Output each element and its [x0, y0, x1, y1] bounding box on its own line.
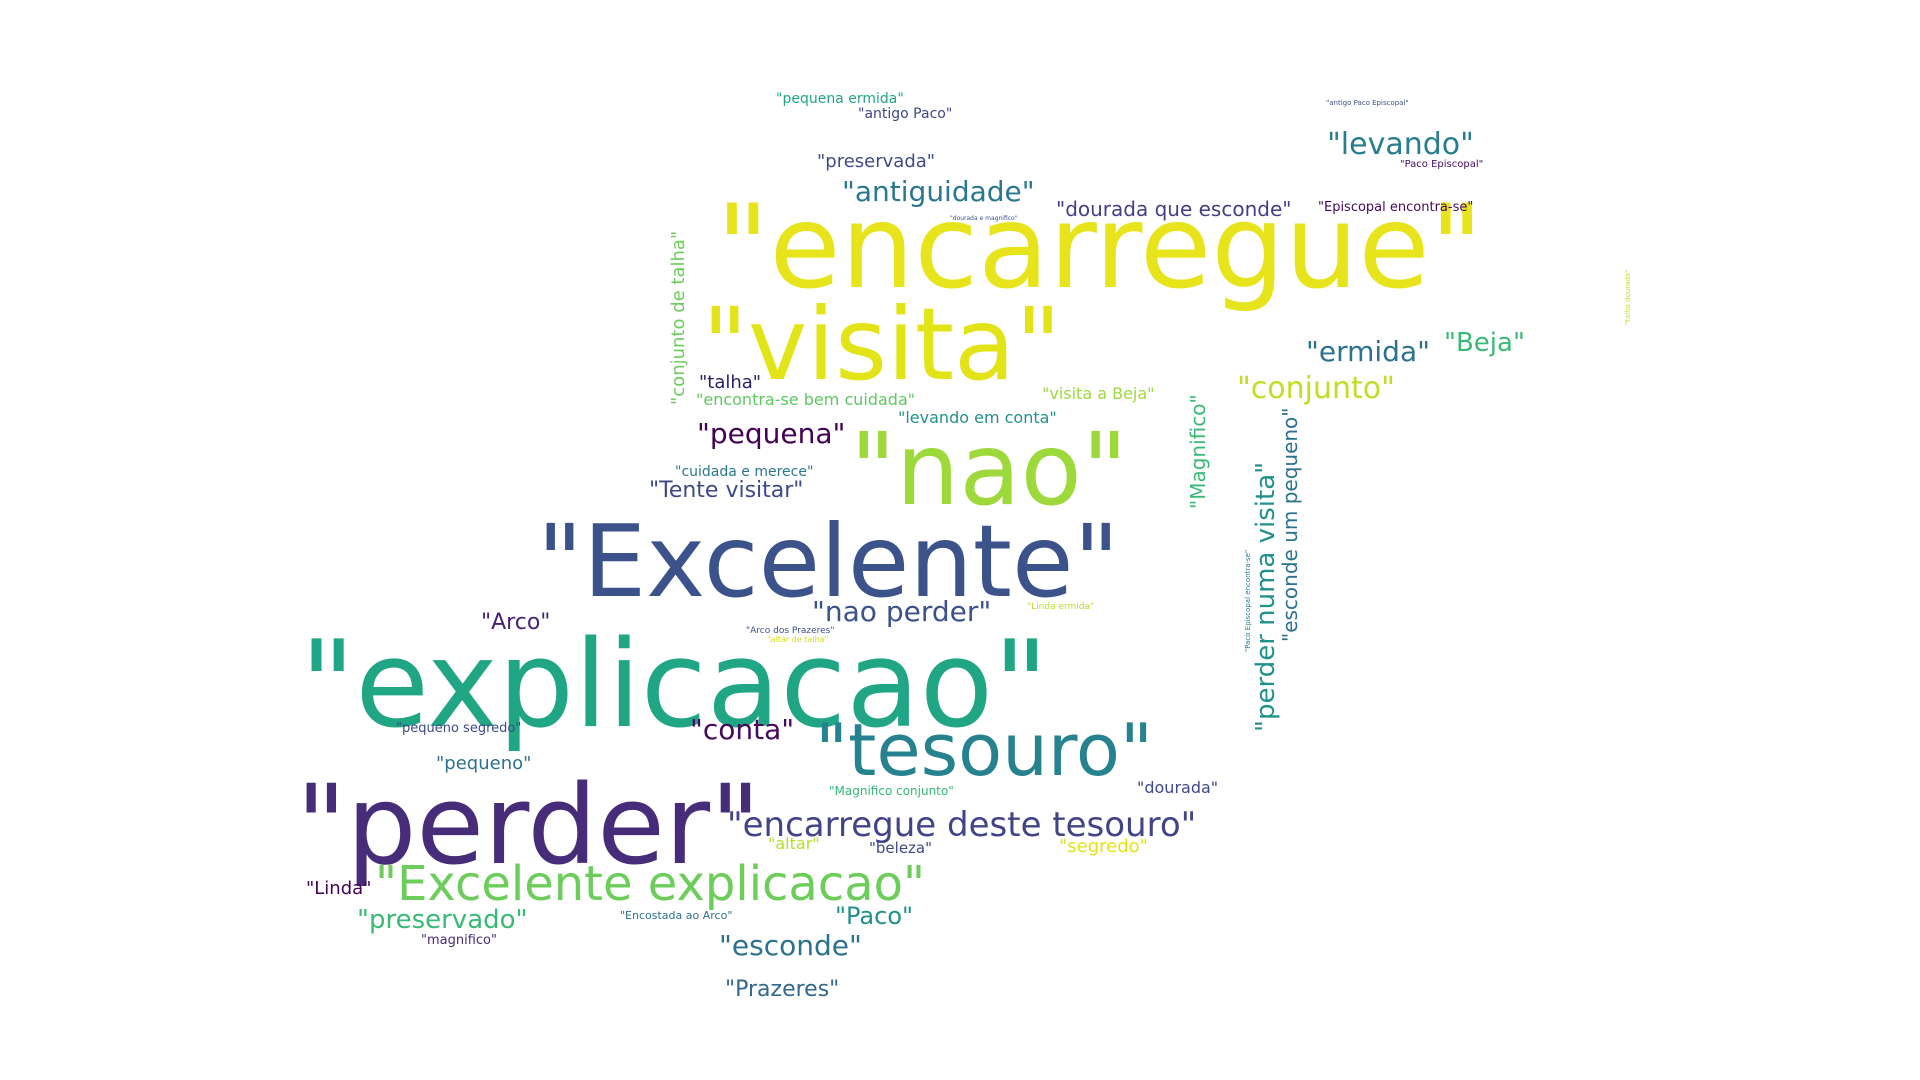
cloud-word: "altar"	[768, 834, 820, 853]
cloud-word: "levando"	[1327, 127, 1474, 162]
cloud-word: "Beja"	[1444, 328, 1525, 358]
cloud-word: "Paco Episcopal"	[1400, 159, 1484, 170]
cloud-word: "visita"	[702, 286, 1062, 403]
cloud-word: "nao perder"	[812, 595, 992, 628]
cloud-word: "dourada"	[1137, 778, 1219, 797]
cloud-word: "Magnifico"	[1186, 394, 1210, 509]
cloud-word: "tesouro"	[815, 708, 1154, 792]
cloud-word: "Magnifico conjunto"	[829, 784, 954, 798]
cloud-word: "pequeno segredo"	[396, 721, 522, 736]
cloud-word: "pequena"	[697, 417, 846, 450]
cloud-word: "antiguidade"	[842, 175, 1035, 208]
cloud-word: "altar de talha"	[767, 635, 829, 644]
cloud-word: "perder"	[296, 761, 761, 889]
cloud-word: "Linda ermida"	[1027, 602, 1095, 612]
cloud-word: "conjunto"	[1237, 371, 1395, 406]
cloud-word: "cuidada e merece"	[675, 464, 814, 480]
cloud-word: "Encostada ao Arco"	[620, 909, 733, 922]
cloud-word: "Excelente"	[537, 503, 1120, 620]
cloud-word: "Tente visitar"	[649, 478, 804, 503]
cloud-word: "Paco Episcopal encontra-se"	[1244, 549, 1252, 652]
cloud-word: "preservado"	[357, 905, 528, 935]
cloud-word: "perder numa visita"	[1251, 461, 1281, 732]
cloud-word: "Arco dos Prazeres"	[746, 626, 835, 636]
cloud-word: "Paco"	[835, 902, 914, 930]
cloud-word: "pequena ermida"	[776, 91, 904, 107]
cloud-word: "Prazeres"	[725, 977, 840, 1002]
cloud-word: "dourada que esconde"	[1056, 197, 1292, 221]
cloud-word: "pequeno"	[436, 753, 532, 774]
cloud-word: "talha"	[699, 372, 762, 393]
cloud-word: "antigo Paco"	[858, 106, 953, 122]
cloud-word: "preservada"	[817, 151, 936, 172]
cloud-word: "esconde"	[719, 929, 862, 962]
cloud-word: "esconde um pequeno"	[1278, 407, 1302, 643]
cloud-word: "encontra-se bem cuidada"	[696, 390, 916, 409]
cloud-word: "levando em conta"	[898, 408, 1057, 427]
cloud-word: "ermida"	[1306, 335, 1430, 368]
cloud-word: "encarregue deste tesouro"	[727, 805, 1197, 845]
cloud-word: "conta"	[690, 713, 795, 746]
cloud-word: "explicacao"	[300, 616, 1049, 755]
cloud-word: "segredo"	[1059, 836, 1148, 857]
cloud-word: "Episcopal encontra-se"	[1318, 200, 1474, 215]
cloud-word: "Excelente explicacao"	[375, 856, 926, 912]
cloud-word: "nao"	[850, 411, 1128, 528]
cloud-word: "talha dourada"	[1624, 269, 1632, 325]
cloud-word: "encarregue"	[716, 180, 1484, 315]
cloud-word: "Linda"	[306, 878, 372, 899]
cloud-word: "visita a Beja"	[1042, 384, 1155, 403]
cloud-word: "antigo Paco Episcopal"	[1326, 99, 1409, 107]
cloud-word: "Arco"	[481, 610, 551, 635]
cloud-word: "conjunto de talha"	[668, 230, 689, 405]
cloud-word: "magnifico"	[421, 933, 497, 948]
cloud-word: "dourada e magnifico"	[950, 215, 1018, 222]
cloud-word: "beleza"	[869, 839, 933, 857]
